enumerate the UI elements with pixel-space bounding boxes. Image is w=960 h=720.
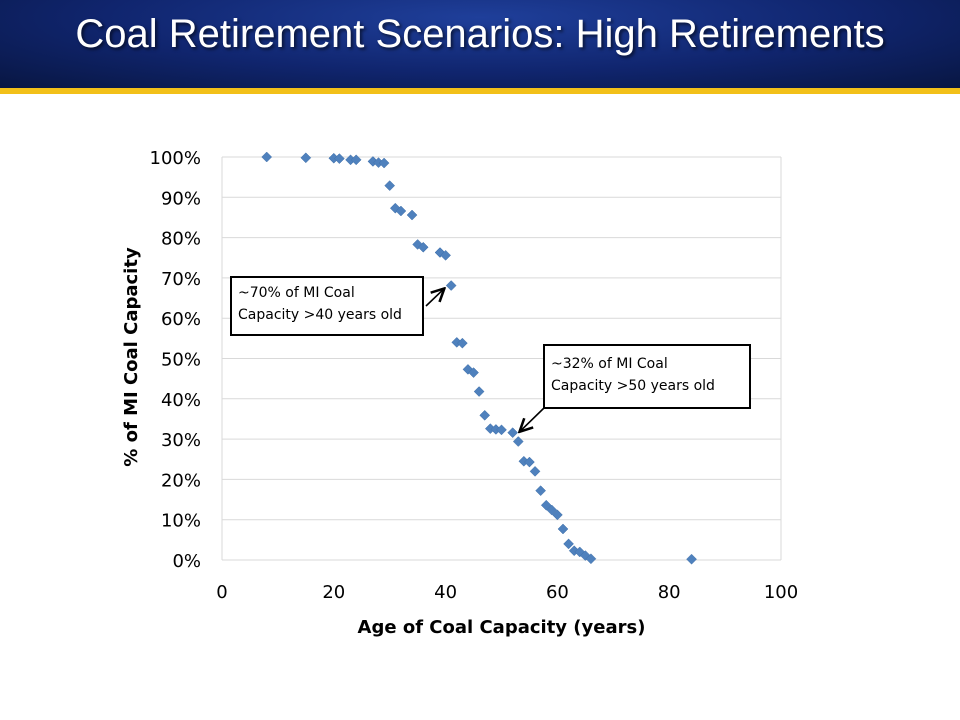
data-point xyxy=(440,249,451,261)
x-tick-label: 20 xyxy=(322,582,345,603)
data-point xyxy=(512,436,524,447)
data-point xyxy=(552,509,563,521)
x-tick-label: 80 xyxy=(658,582,681,603)
data-point xyxy=(445,280,457,291)
data-point xyxy=(540,499,552,511)
y-tick-label: 40% xyxy=(161,390,201,411)
annotation-box-40-years: ~70% of MI Coal Capacity >40 years old xyxy=(230,276,424,336)
y-tick-label: 90% xyxy=(161,188,201,209)
x-tick-label: 0 xyxy=(216,582,227,603)
data-point xyxy=(468,367,479,378)
y-tick-label: 70% xyxy=(161,269,201,290)
data-point xyxy=(585,553,597,565)
data-point xyxy=(300,152,312,164)
x-tick-label: 60 xyxy=(546,582,569,603)
data-point xyxy=(378,157,390,169)
data-point xyxy=(496,424,507,436)
data-point xyxy=(546,504,558,516)
y-tick-label: 20% xyxy=(161,470,201,491)
annotation-arrow-50-years xyxy=(521,407,545,431)
x-axis-title: Age of Coal Capacity (years) xyxy=(358,617,646,638)
data-point xyxy=(350,154,362,166)
y-tick-label: 100% xyxy=(150,148,201,169)
title-bar: Coal Retirement Scenarios: High Retireme… xyxy=(0,0,960,88)
data-point xyxy=(473,386,485,397)
data-point xyxy=(334,153,345,164)
annotation-50-line2: Capacity >50 years old xyxy=(551,378,715,394)
data-point xyxy=(384,180,396,191)
annotation-40-line1: ~70% of MI Coal xyxy=(238,285,355,301)
data-point xyxy=(524,456,535,468)
data-point xyxy=(261,151,273,163)
y-tick-label: 10% xyxy=(161,511,201,532)
annotation-40-line2: Capacity >40 years old xyxy=(238,307,402,323)
y-tick-label: 80% xyxy=(161,229,201,250)
y-tick-label: 60% xyxy=(161,309,201,330)
data-point xyxy=(557,523,569,535)
slide-title: Coal Retirement Scenarios: High Retireme… xyxy=(75,12,885,56)
title-accent-rule xyxy=(0,88,960,94)
annotation-50-line1: ~32% of MI Coal xyxy=(551,356,668,372)
data-point xyxy=(507,427,519,439)
annotation-arrow-40-years xyxy=(425,290,443,307)
x-tick-label: 40 xyxy=(434,582,457,603)
data-point xyxy=(535,485,546,497)
data-point xyxy=(479,409,491,421)
y-tick-label: 0% xyxy=(172,551,201,572)
y-axis-title: % of MI Coal Capacity xyxy=(121,247,142,467)
data-point xyxy=(529,465,541,477)
data-point xyxy=(457,337,468,349)
x-tick-label: 100 xyxy=(764,582,798,603)
data-point xyxy=(406,209,418,221)
annotation-box-50-years: ~32% of MI Coal Capacity >50 years old xyxy=(543,344,751,409)
y-tick-label: 50% xyxy=(161,350,201,371)
y-tick-label: 30% xyxy=(161,430,201,451)
data-point xyxy=(686,553,697,565)
data-point xyxy=(395,205,407,217)
data-point xyxy=(417,241,429,253)
data-point xyxy=(563,538,574,550)
